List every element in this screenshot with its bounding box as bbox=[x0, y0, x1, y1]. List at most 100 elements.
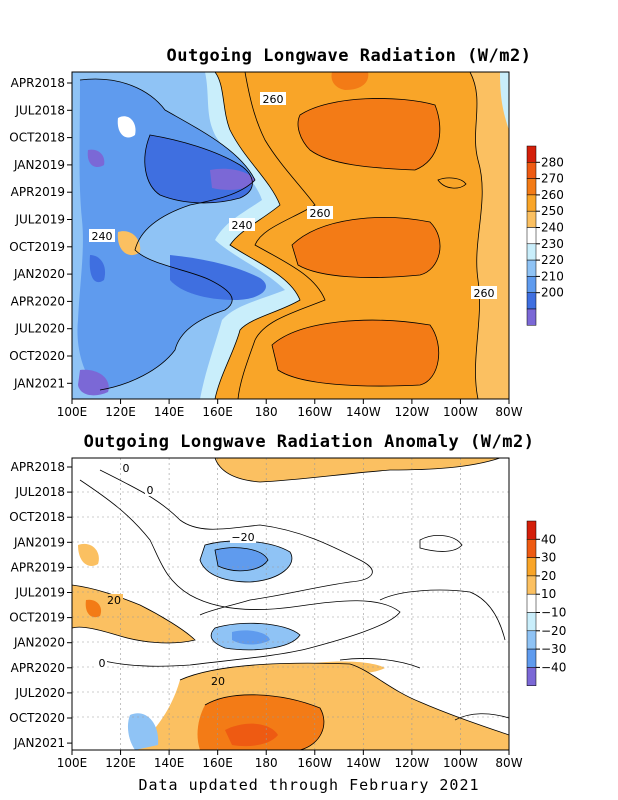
y-tick-label-0-4: APR2019 bbox=[11, 185, 65, 199]
colorbar-label-0-4: 240 bbox=[541, 221, 564, 235]
y-tick-label-1-8: APR2020 bbox=[11, 661, 65, 675]
colorbar-swatch-1-7 bbox=[526, 648, 537, 668]
olr-contour-280-c bbox=[271, 319, 439, 387]
x-tick-label-0-0: 100E bbox=[57, 405, 88, 419]
x-tick-label-0-8: 100W bbox=[443, 405, 478, 419]
y-tick-label-1-4: APR2019 bbox=[11, 560, 65, 574]
colorbar-swatch-0-9 bbox=[526, 292, 537, 310]
olr-region-280-c bbox=[272, 320, 439, 387]
contour-label-2: 240 bbox=[232, 219, 253, 232]
x-tick-label-1-4: 180 bbox=[255, 756, 278, 770]
anomaly-field bbox=[72, 458, 509, 750]
colorbar-label-1-3: 10 bbox=[541, 587, 556, 601]
colorbar-label-0-3: 250 bbox=[541, 204, 564, 218]
colorbar-label-0-1: 270 bbox=[541, 172, 564, 186]
y-tick-label-0-3: JAN2019 bbox=[13, 158, 65, 172]
x-tick-label-1-9: 80W bbox=[495, 756, 522, 770]
x-tick-label-1-6: 140W bbox=[346, 756, 381, 770]
olr-contour-small bbox=[437, 177, 467, 189]
anomaly-contours bbox=[72, 458, 509, 750]
olr-region-200-c bbox=[78, 369, 109, 396]
colorbar-label-1-6: −30 bbox=[541, 642, 566, 656]
colorbar-label-1-1: 30 bbox=[541, 551, 556, 565]
colorbar-swatch-0-2 bbox=[526, 178, 537, 196]
anom-label-bg-3 bbox=[230, 531, 256, 543]
anom-pos-west bbox=[72, 585, 195, 643]
y-tick-label-1-1: JUL2018 bbox=[14, 485, 65, 499]
anom-neg-c bbox=[127, 713, 159, 750]
colorbar-swatch-1-1 bbox=[526, 539, 537, 558]
y-tick-label-1-2: OCT2018 bbox=[9, 510, 65, 524]
bottom-plot-frame bbox=[71, 457, 510, 751]
olr-region-260-east bbox=[470, 72, 509, 399]
colorbar-swatch-1-2 bbox=[526, 557, 537, 577]
colorbar-swatch-0-7 bbox=[526, 259, 537, 277]
x-tick-label-1-0: 100E bbox=[57, 756, 88, 770]
label-bg-4 bbox=[89, 229, 115, 242]
contour-label-5: 260 bbox=[474, 287, 495, 300]
colorbar-label-0-6: 220 bbox=[541, 253, 564, 267]
x-tick-label-0-4: 180 bbox=[255, 405, 278, 419]
colorbar-label-1-2: 20 bbox=[541, 569, 556, 583]
y-tick-label-1-7: JAN2020 bbox=[13, 636, 65, 650]
y-tick-label-1-3: JAN2019 bbox=[13, 535, 65, 549]
colorbar-swatch-0-0 bbox=[526, 145, 537, 163]
anom-pos-bottom-max bbox=[225, 723, 278, 747]
olr-field bbox=[72, 72, 509, 399]
anom-contour-label-5: 20 bbox=[107, 594, 121, 607]
label-bg-1 bbox=[260, 92, 286, 105]
anom-contour-label-6: 20 bbox=[211, 675, 225, 688]
contour-label-4: 240 bbox=[92, 230, 113, 243]
colorbar-swatch-0-3 bbox=[526, 194, 537, 212]
olr-contour-280-a bbox=[297, 98, 441, 171]
olr-contour-220 bbox=[79, 78, 256, 391]
anom-label-bg-2 bbox=[145, 484, 155, 496]
olr-region-200-b bbox=[87, 149, 105, 168]
top-chart-title: Outgoing Longwave Radiation (W/m2) bbox=[166, 46, 532, 66]
anom-label-bg-6 bbox=[209, 675, 227, 687]
olr-region-280-b bbox=[292, 217, 441, 278]
data-updated-footer: Data updated through February 2021 bbox=[138, 776, 480, 794]
colorbar-label-0-0: 280 bbox=[541, 155, 564, 169]
anom-label-bg-4 bbox=[97, 657, 107, 669]
y-tick-label-0-8: APR2020 bbox=[11, 294, 65, 308]
colorbar-swatch-1-5 bbox=[526, 612, 537, 632]
colorbar-swatch-0-1 bbox=[526, 162, 537, 179]
x-tick-label-0-2: 140E bbox=[154, 405, 185, 419]
label-bg-5 bbox=[471, 286, 497, 299]
anom-contour-label-4: 0 bbox=[99, 657, 106, 670]
contour-label-1: 260 bbox=[263, 93, 284, 106]
olr-region-280-d bbox=[331, 72, 369, 90]
y-tick-label-1-11: JAN2021 bbox=[13, 736, 65, 750]
y-tick-label-1-9: JUL2020 bbox=[14, 686, 65, 700]
anom-pos-spot-a bbox=[78, 543, 99, 566]
anom-contour-label-1: 0 bbox=[123, 462, 130, 475]
x-tick-label-1-8: 100W bbox=[443, 756, 478, 770]
colorbar-swatch-1-8 bbox=[526, 667, 537, 686]
olr-region-210-c bbox=[89, 255, 106, 283]
contour-label-3: 260 bbox=[310, 207, 331, 220]
anom-pos-strip bbox=[300, 661, 385, 675]
olr-region-210-b bbox=[170, 255, 266, 300]
y-tick-label-0-1: JUL2018 bbox=[14, 103, 65, 117]
olr-contour-260 bbox=[237, 72, 326, 399]
anom-contour-label-3: −20 bbox=[231, 531, 254, 544]
x-tick-label-0-5: 160W bbox=[297, 405, 332, 419]
anom-contour-label-2: 0 bbox=[147, 484, 154, 497]
x-tick-label-1-1: 120E bbox=[105, 756, 136, 770]
anom-neg-a-core bbox=[215, 547, 268, 571]
colorbar-label-1-4: −10 bbox=[541, 606, 566, 620]
x-tick-label-0-6: 140W bbox=[346, 405, 381, 419]
olr-contour-210 bbox=[144, 134, 253, 204]
colorbar-swatch-0-8 bbox=[526, 276, 537, 293]
anom-label-bg-5 bbox=[105, 594, 123, 606]
anom-pos-top bbox=[215, 458, 500, 482]
x-tick-label-1-3: 160E bbox=[202, 756, 233, 770]
x-tick-label-0-7: 120W bbox=[394, 405, 429, 419]
label-bg-3 bbox=[307, 206, 333, 219]
y-tick-label-0-11: JAN2021 bbox=[13, 376, 65, 390]
colorbar-label-1-0: 40 bbox=[541, 532, 556, 546]
y-tick-label-0-2: OCT2018 bbox=[9, 131, 65, 145]
y-tick-label-0-0: APR2018 bbox=[11, 76, 65, 90]
